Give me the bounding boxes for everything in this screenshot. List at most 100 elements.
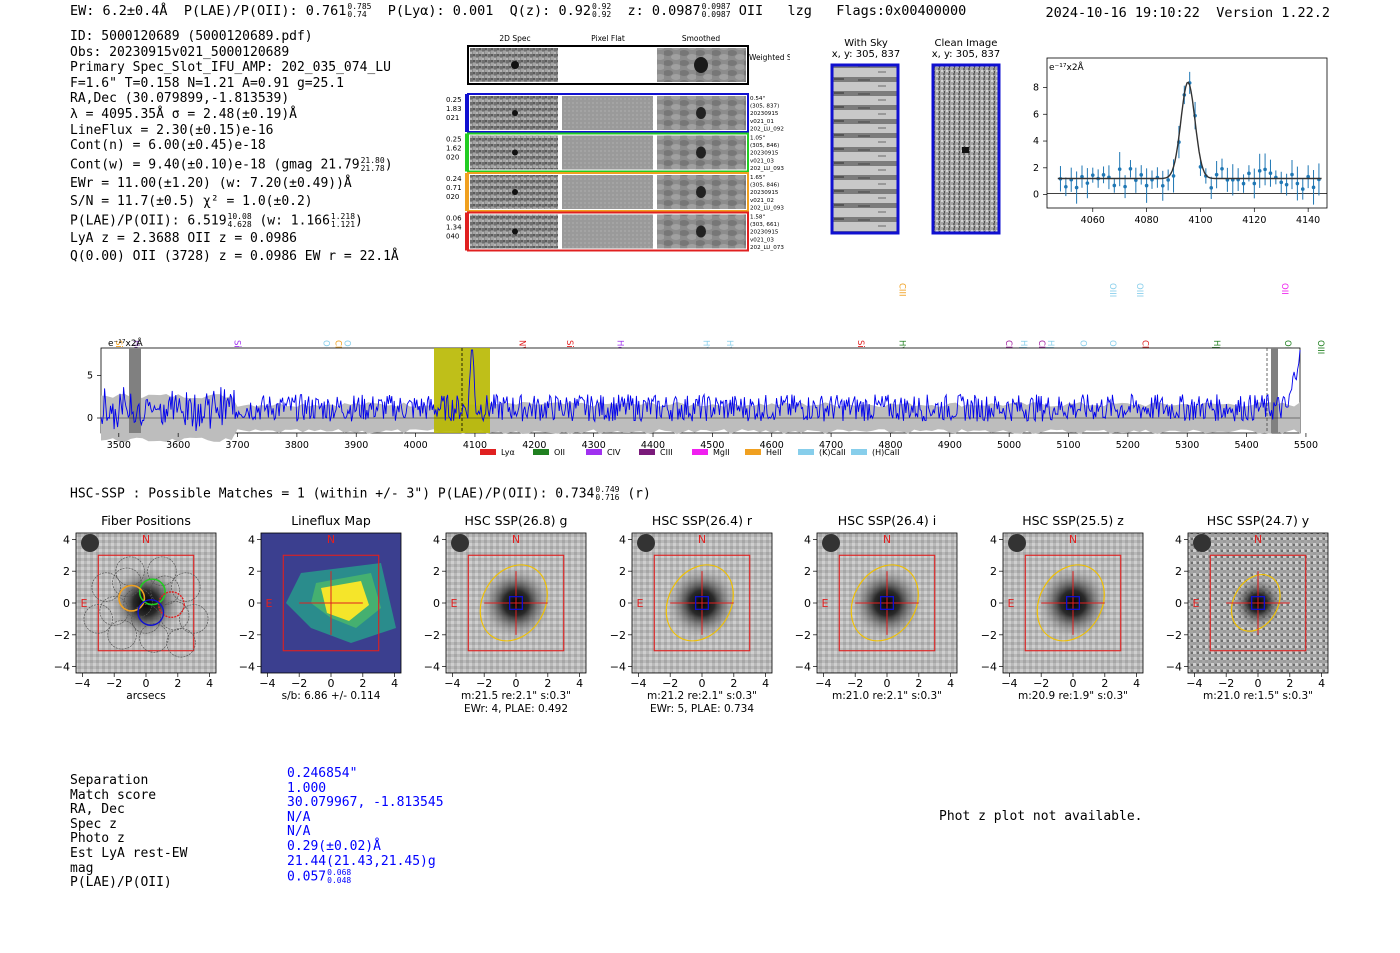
hsc-xtick-label: 4	[576, 677, 583, 690]
hsc-ytick-label: 4	[248, 533, 255, 546]
hsc-xtick-label: 4	[1318, 677, 1325, 690]
match-value: 1.000	[287, 780, 327, 796]
fiber-circle	[139, 623, 169, 653]
hsc-xtick-label: 0	[328, 677, 335, 690]
cutout-left-label: 040	[446, 233, 459, 241]
info-plae-w-lo: 1.121	[330, 220, 356, 230]
hsc-xtick-label: −4	[630, 677, 646, 690]
emission-line-label: OIII	[1282, 340, 1292, 354]
emission-line-label: OIII	[1107, 340, 1117, 354]
zoom-point	[1123, 184, 1127, 189]
cutout-left-label: 0.25	[446, 136, 462, 144]
match-values: 0.246854" 1.000 30.079967, -1.813545 N/A…	[287, 766, 444, 885]
source-ellipse	[1230, 574, 1281, 632]
info-contw-lo: 21.78	[360, 163, 385, 173]
hsc-ytick-label: 2	[63, 565, 70, 578]
emission-line-label: OIII	[1107, 283, 1117, 297]
fiber-circle	[159, 601, 190, 631]
cutout-right-label: 202_LU_073	[750, 245, 784, 251]
hsc-caption-2: EWr: 5, PLAE: 0.734	[650, 703, 754, 715]
zoom-ytick-label: 4	[1033, 136, 1039, 147]
hsc-ytick-label: −2	[239, 629, 255, 642]
hsc-ytick-label: 2	[990, 565, 997, 578]
aperture-box	[1209, 554, 1307, 652]
zoom-point	[1300, 187, 1305, 191]
hsc-xtick-label: 2	[359, 677, 366, 690]
cutout-right-label: v021_01	[750, 119, 774, 125]
east-label: E	[80, 597, 87, 610]
info-contw-row: Cont(w) = 9.40(±0.10)e-18 (gmag 21.79 21.…	[70, 156, 399, 173]
hsc-caption: m:20.9 re:1.9" s:0.3"	[1018, 690, 1128, 702]
match-label: Est LyA rest-EW	[70, 845, 188, 861]
fiber-red	[158, 591, 185, 619]
cutouts-panel: 2D Spec Pixel Flat Smoothed Weighted Sum…	[446, 34, 790, 252]
header-plae-lo: 0.74	[347, 10, 367, 19]
zoom-point	[1257, 169, 1262, 173]
cutout-left-label: 0.06	[446, 215, 462, 223]
hsc-ytick-label: −4	[610, 661, 626, 674]
emission-line-label: OII	[1279, 283, 1289, 295]
legend-label: MgII	[713, 448, 730, 457]
zoom-xtick-label: 4060	[1081, 215, 1105, 226]
hsc-title-tail: (r)	[627, 486, 651, 502]
east-label: E	[821, 597, 828, 610]
hsc-ytick-label: 4	[804, 533, 811, 546]
hsc-ytick-label: −2	[981, 629, 997, 642]
clean-image-title-block: Clean Image x, y: 305, 837	[928, 38, 1004, 60]
aperture-box	[653, 554, 751, 652]
info-primary: Primary Spec_Slot_IFU_AMP: 202_035_074_L…	[70, 60, 391, 76]
spectrum-xtick-label: 4600	[760, 440, 784, 451]
hsc-title-hi: 0.749	[595, 485, 620, 494]
info-plae-lo: 4.628	[227, 220, 252, 230]
header-plae-hi: 0.785	[347, 2, 372, 11]
hsc-panels: Fiber Positions N E −4 −2 0 2 4 4 2 0 −2 −4 arcsecs Li…	[0, 510, 1400, 725]
cutout-source-smoothed	[696, 186, 706, 198]
header-plae: P(LAE)/P(OII): 0.761	[183, 3, 347, 19]
hsc-caption: arcsecs	[126, 690, 165, 702]
zoom-point	[1263, 167, 1267, 172]
east-label: E	[265, 597, 272, 610]
fiber-green	[138, 578, 166, 606]
zoom-point	[1128, 166, 1133, 171]
north-label: N	[512, 533, 520, 546]
info-obs: Obs: 20230915v021_5000120689	[70, 44, 290, 60]
cutout-right-label: 202_LU_092	[750, 126, 784, 132]
match-label: P(LAE)/P(OII)	[70, 875, 172, 891]
spectrum-xtick-label: 5100	[1056, 440, 1080, 451]
hsc-ytick-label: 0	[63, 597, 70, 610]
full-spectrum-plot: SiIVHeIISiIVOIICIVOIINVSiIIHeIIHγHγSiIVC…	[87, 283, 1325, 457]
match-square	[694, 595, 710, 611]
east-label: E	[1192, 597, 1199, 610]
emission-line-label: OIII	[1315, 340, 1325, 354]
hsc-caption: m:21.0 re:1.5" s:0.3"	[1203, 690, 1313, 702]
cutout-left-label: 0.24	[446, 175, 462, 183]
hsc-ytick-label: −4	[981, 661, 997, 674]
header-z-hi: 0.0987	[701, 2, 731, 11]
hsc-xtick-label: −2	[847, 677, 863, 690]
north-label: N	[1254, 533, 1262, 546]
fiber-blue	[137, 599, 165, 626]
cutout-source-2d	[512, 110, 518, 116]
spectrum-xtick-label: 5400	[1234, 440, 1258, 451]
spectrum-xtick-label: 4000	[403, 440, 427, 451]
legend-swatch	[639, 449, 655, 455]
emission-line-label: OII	[321, 340, 331, 352]
hsc-xtick-label: 0	[699, 677, 706, 690]
zoom-point	[1252, 181, 1257, 186]
match-plae-hi: 0.068	[327, 868, 352, 878]
masked-region-left	[129, 348, 141, 433]
legend-label: CIV	[607, 448, 621, 457]
emission-line-labels: SiIVHeIISiIVOIICIVOIINVSiIIHeIIHγHγSiIVC…	[113, 283, 1325, 357]
neighbor-source	[81, 534, 99, 552]
cutout-right-label: 20230915	[750, 190, 779, 196]
spectrum-xtick-label: 4800	[878, 440, 902, 451]
spectrum-xtick-label: 4700	[819, 440, 843, 451]
zoom-point	[1279, 180, 1284, 185]
cutout-right-label: 202_LU_093	[750, 205, 784, 211]
header-z-lo: 0.0987	[701, 10, 731, 19]
hsc-xtick-label: 0	[1255, 677, 1262, 690]
zoom-point	[1160, 184, 1165, 188]
zoom-plot-frame	[1046, 57, 1328, 209]
zoom-ytick-label: 0	[1033, 190, 1039, 201]
hsc-caption: m:21.0 re:2.1" s:0.3"	[832, 690, 942, 702]
